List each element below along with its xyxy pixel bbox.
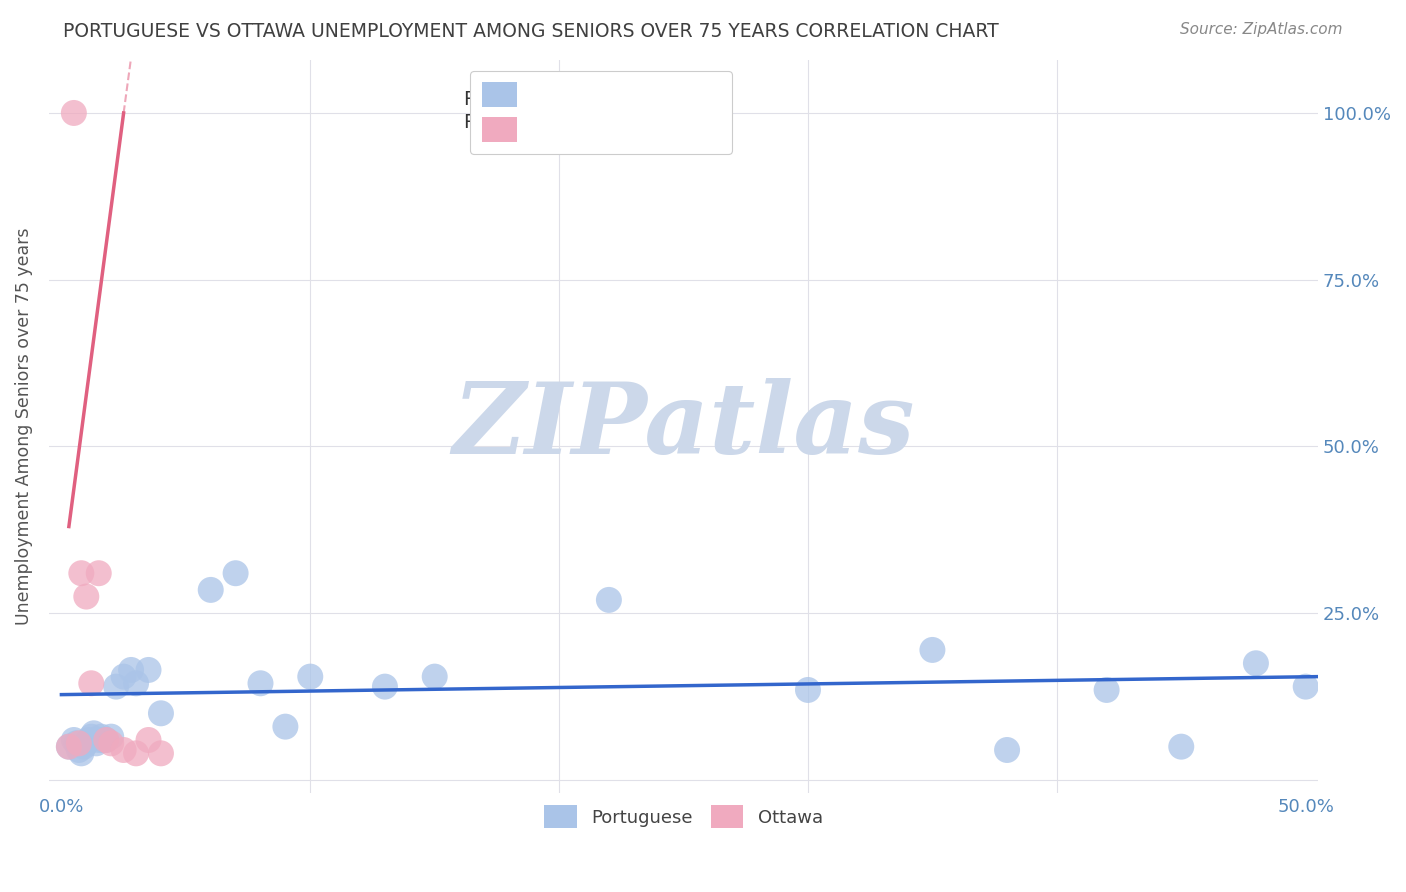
Point: [63, 106, 86, 120]
Point: [274, 720, 297, 734]
Point: [63, 733, 86, 747]
Point: [93, 733, 115, 747]
Point: [75, 590, 97, 604]
Legend: Portuguese, Ottawa: Portuguese, Ottawa: [537, 798, 830, 836]
Y-axis label: Unemployment Among Seniors over 75 years: Unemployment Among Seniors over 75 years: [15, 227, 32, 625]
Text: 0.512: 0.512: [496, 113, 557, 132]
Text: R =: R =: [464, 90, 506, 109]
Point: [112, 743, 135, 757]
Point: [84, 736, 107, 750]
Point: [87, 733, 110, 747]
Text: N =: N =: [548, 113, 603, 132]
Point: [149, 747, 172, 761]
Point: [598, 593, 620, 607]
Point: [65, 736, 87, 750]
Point: [83, 726, 105, 740]
Point: [200, 582, 222, 597]
Point: [96, 733, 118, 747]
Text: R =: R =: [464, 113, 506, 132]
Point: [299, 670, 322, 684]
Point: [225, 566, 247, 581]
Point: [423, 670, 446, 684]
Point: [149, 706, 172, 721]
Text: 13: 13: [582, 113, 609, 132]
Point: [67, 743, 90, 757]
Point: [1295, 680, 1317, 694]
Point: [58, 739, 80, 754]
Point: [90, 730, 112, 744]
Point: [1244, 657, 1267, 671]
Point: [1095, 682, 1118, 697]
Point: [797, 682, 820, 697]
Text: 0.047: 0.047: [496, 90, 557, 109]
Point: [120, 663, 142, 677]
Point: [87, 566, 110, 581]
Point: [374, 680, 396, 694]
Point: [249, 676, 271, 690]
Point: [80, 676, 103, 690]
Point: [112, 670, 135, 684]
Point: [100, 730, 122, 744]
Point: [73, 739, 96, 754]
Point: [100, 736, 122, 750]
Point: [77, 733, 100, 747]
Text: ZIPatlas: ZIPatlas: [453, 378, 915, 475]
Point: [75, 736, 97, 750]
Point: [995, 743, 1018, 757]
Point: [125, 676, 148, 690]
Point: [138, 733, 160, 747]
Point: [138, 663, 160, 677]
Point: [67, 736, 90, 750]
Text: N =: N =: [548, 90, 603, 109]
Point: [921, 643, 943, 657]
Point: [70, 747, 93, 761]
Point: [96, 733, 118, 747]
Point: [58, 739, 80, 754]
Text: 37: 37: [582, 90, 609, 109]
Point: [105, 680, 128, 694]
Point: [70, 566, 93, 581]
Text: PORTUGUESE VS OTTAWA UNEMPLOYMENT AMONG SENIORS OVER 75 YEARS CORRELATION CHART: PORTUGUESE VS OTTAWA UNEMPLOYMENT AMONG …: [63, 22, 1000, 41]
Text: Source: ZipAtlas.com: Source: ZipAtlas.com: [1180, 22, 1343, 37]
Point: [125, 747, 148, 761]
Point: [80, 730, 103, 744]
Point: [1170, 739, 1192, 754]
